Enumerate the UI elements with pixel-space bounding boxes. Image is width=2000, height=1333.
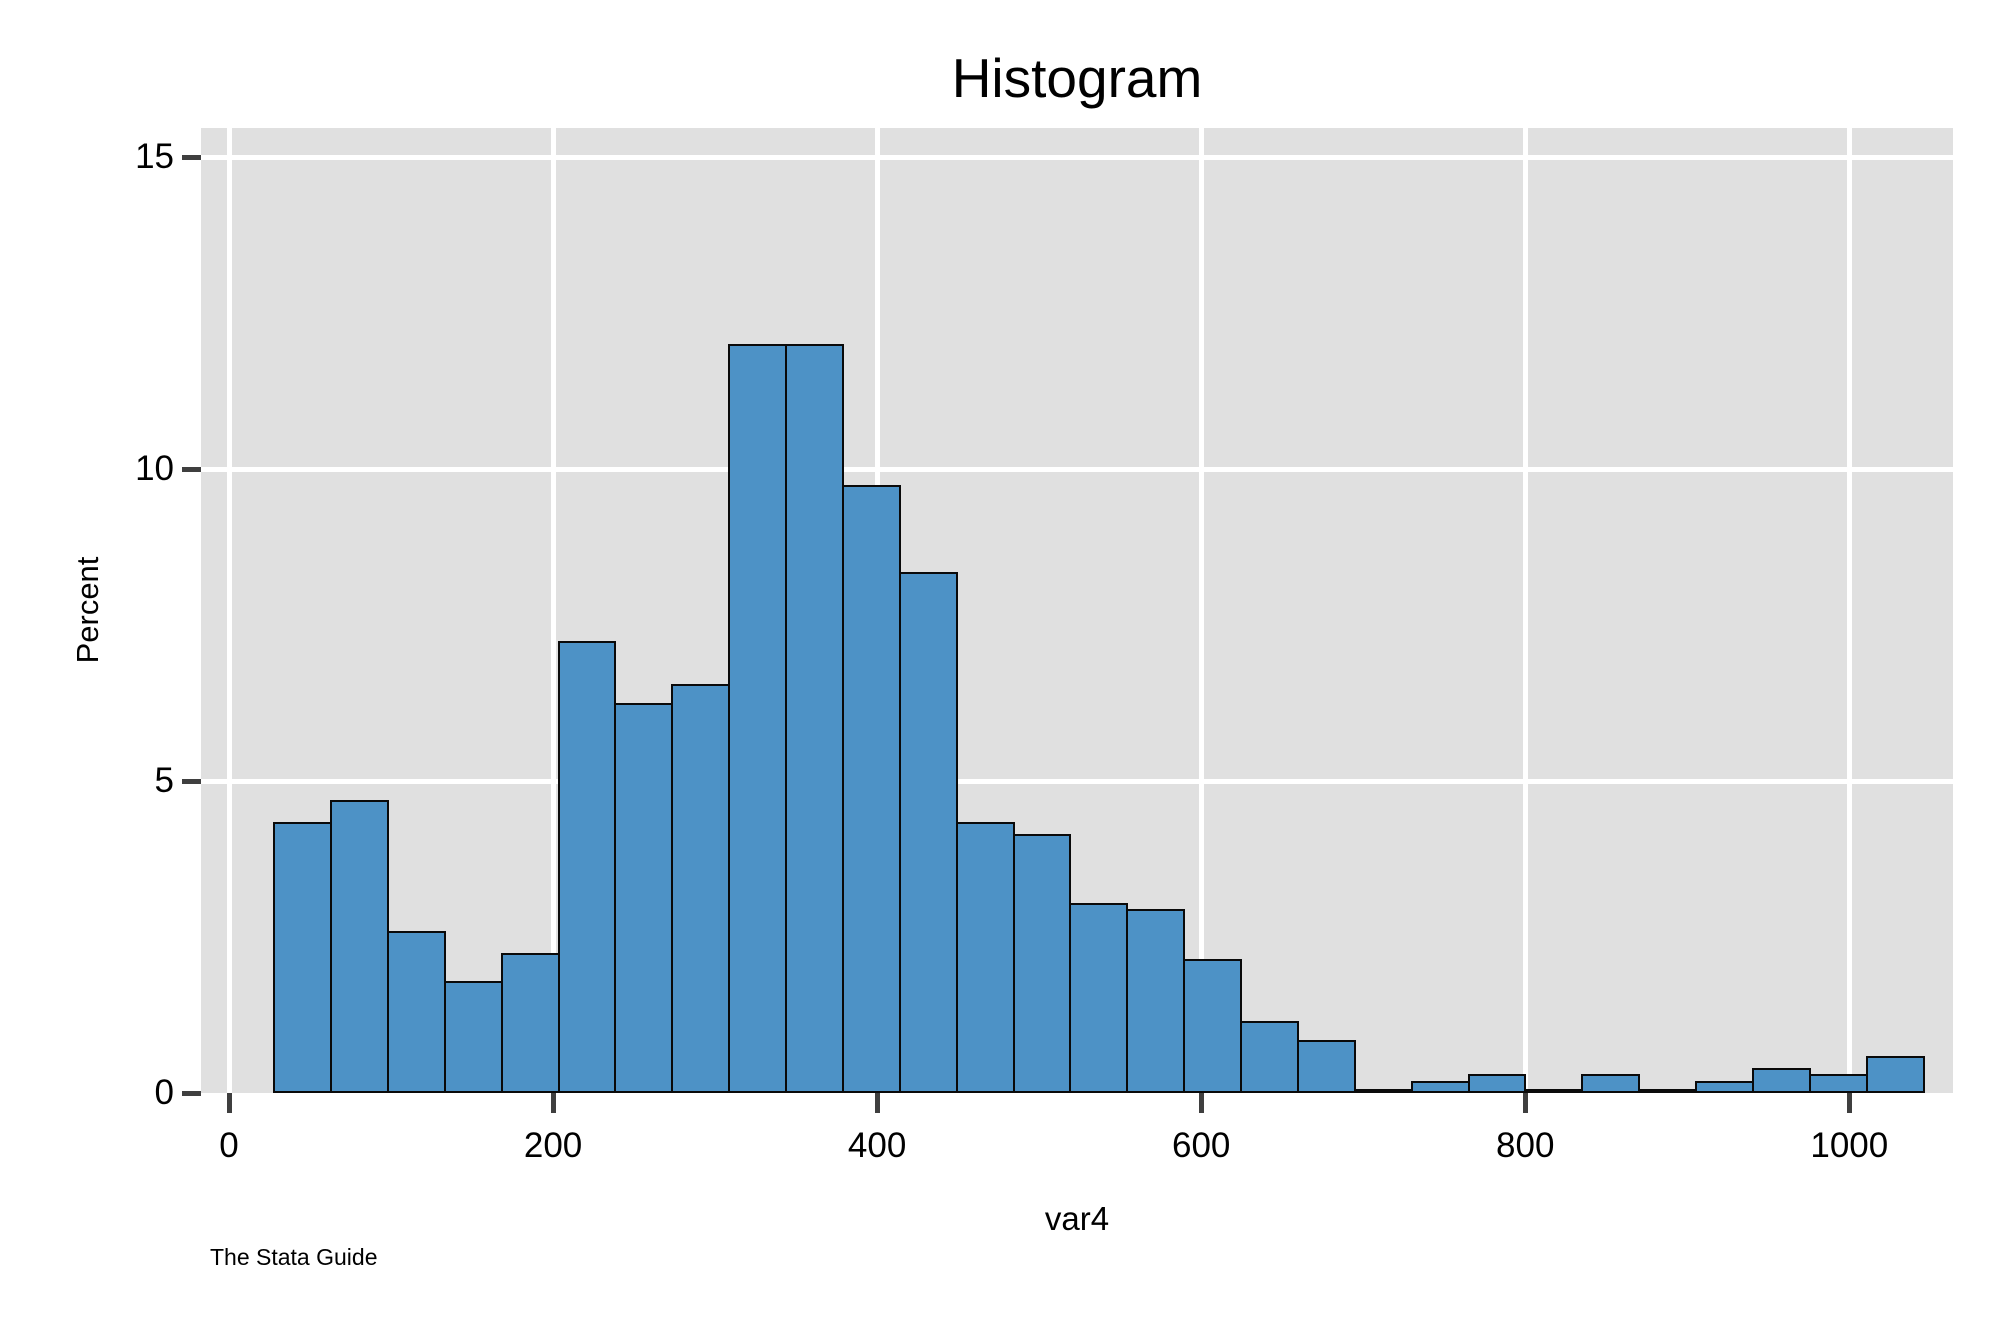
histogram-bar (955, 821, 1015, 1093)
x-tick-label: 800 (1496, 1126, 1555, 1165)
histogram-bar (1638, 1088, 1698, 1093)
chart-title: Histogram (951, 47, 1203, 109)
histogram-bar (1467, 1074, 1527, 1093)
x-tick-mark (1522, 1093, 1528, 1113)
x-gridline (550, 128, 556, 1093)
x-tick-label: 600 (1171, 1126, 1231, 1165)
histogram-bar (898, 572, 958, 1093)
histogram-bar (557, 640, 617, 1093)
histogram-bar (1183, 958, 1243, 1093)
histogram-bar (1410, 1080, 1470, 1093)
x-axis-title: var4 (1044, 1200, 1110, 1237)
histogram-bar (1751, 1068, 1811, 1093)
x-tick-mark (874, 1093, 880, 1113)
histogram-bar (728, 344, 788, 1093)
x-tick-label: 0 (219, 1126, 239, 1165)
x-tick-mark (1198, 1093, 1204, 1113)
x-gridline (1846, 128, 1852, 1093)
histogram-bar (1524, 1089, 1584, 1094)
histogram-bar (1296, 1039, 1356, 1093)
watermark-caption: The Stata Guide (210, 1244, 378, 1270)
histogram-bar (330, 799, 389, 1093)
x-gridline (1522, 128, 1528, 1093)
x-tick-label: 400 (847, 1126, 907, 1165)
y-tick-mark (182, 154, 201, 160)
histogram-bar (841, 484, 901, 1093)
histogram-bar (1808, 1074, 1868, 1093)
histogram-bar (671, 684, 731, 1093)
y-tick-mark (182, 466, 201, 472)
histogram-bar (785, 344, 844, 1093)
histogram-bar (443, 980, 503, 1093)
histogram-bar (273, 821, 333, 1093)
histogram-bar (1240, 1021, 1299, 1093)
y-tick-label: 0 (154, 1073, 174, 1112)
histogram-bar (1581, 1074, 1641, 1093)
y-tick-label: 10 (135, 449, 174, 489)
x-tick-mark (550, 1093, 556, 1113)
histogram-bar (1353, 1089, 1413, 1094)
y-axis-title: Percent (70, 556, 105, 664)
y-gridline (201, 778, 1953, 784)
histogram-bar (1069, 902, 1129, 1093)
y-tick-label: 5 (154, 761, 174, 801)
x-tick-mark (226, 1093, 232, 1113)
histogram-bar (387, 930, 446, 1093)
y-gridline (201, 466, 1953, 472)
histogram-bar (500, 952, 560, 1093)
y-tick-mark (182, 778, 201, 784)
y-tick-mark (182, 1090, 201, 1096)
x-tick-label: 200 (523, 1126, 583, 1165)
plot-area (201, 128, 1953, 1094)
histogram-bar (1126, 908, 1186, 1093)
x-tick-mark (1846, 1093, 1852, 1113)
x-tick-label: 1000 (1810, 1126, 1889, 1165)
histogram-bar (614, 703, 674, 1093)
y-gridline (201, 154, 1953, 160)
x-gridline (226, 128, 232, 1093)
x-gridline (1198, 128, 1204, 1093)
y-tick-label: 15 (135, 137, 174, 177)
histogram-bar (1865, 1055, 1925, 1093)
histogram-bar (1695, 1080, 1754, 1093)
histogram-bar (1012, 834, 1072, 1093)
